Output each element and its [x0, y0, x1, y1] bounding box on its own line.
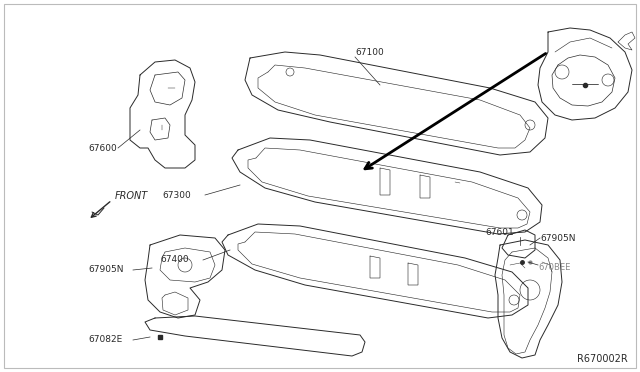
Text: 670BEE: 670BEE	[538, 263, 570, 273]
Text: 67905N: 67905N	[540, 234, 575, 243]
Text: 67601: 67601	[486, 228, 515, 237]
Text: FRONT: FRONT	[115, 191, 148, 201]
Text: 67905N: 67905N	[88, 266, 124, 275]
Text: 67082E: 67082E	[88, 336, 122, 344]
Text: 67100: 67100	[355, 48, 384, 57]
Text: 67400: 67400	[160, 256, 189, 264]
Text: 67300: 67300	[162, 190, 191, 199]
Text: 67600: 67600	[88, 144, 116, 153]
Text: R670002R: R670002R	[577, 354, 628, 364]
